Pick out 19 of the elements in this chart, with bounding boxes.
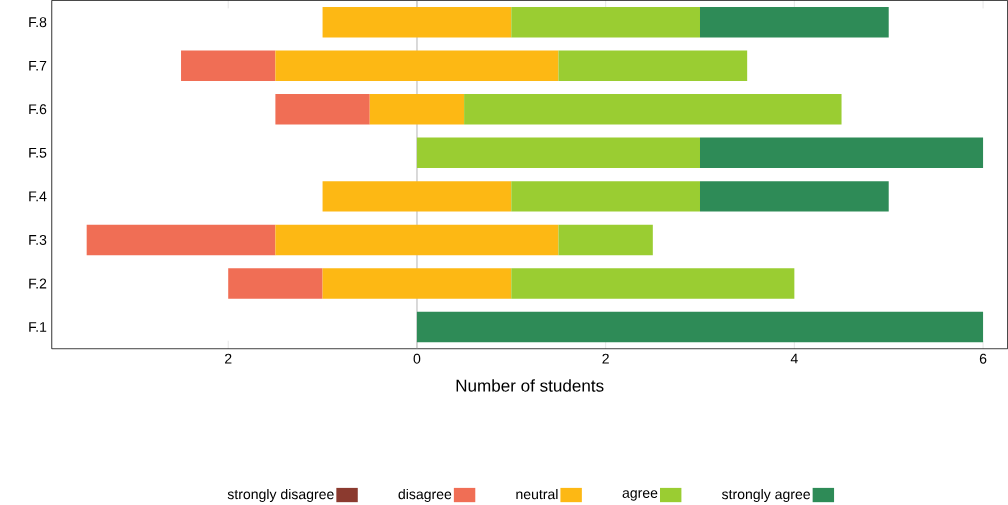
y-tick-label: F.2 (29, 278, 47, 289)
x-tick-label: 6 (979, 353, 987, 364)
legend-label: agree (622, 490, 658, 501)
y-tick-label: F.1 (29, 322, 47, 332)
y-tick-label: F.5 (29, 147, 47, 158)
y-tick-label: F.7 (29, 60, 47, 71)
x-tick-label: 0 (413, 353, 421, 364)
y-tick-label: F.8 (29, 17, 47, 28)
legend-label: strongly disagree (227, 488, 334, 502)
legend-label: disagree (398, 488, 452, 502)
x-tick-label: 2 (225, 353, 232, 364)
legend-label: strongly agree (721, 488, 810, 502)
y-tick-label: F.4 (29, 191, 47, 202)
x-tick-label: 2 (602, 353, 609, 364)
legend-label: neutral (516, 488, 558, 500)
y-tick-label: F.3 (29, 234, 47, 245)
y-tick-label: F.6 (29, 104, 47, 115)
x-axis-title: Number of students (456, 379, 604, 392)
x-tick-label: 4 (790, 353, 798, 364)
